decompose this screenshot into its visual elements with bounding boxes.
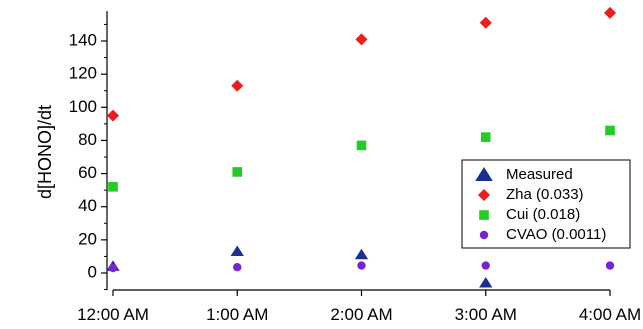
series-square: [108, 125, 615, 192]
data-point: [232, 167, 243, 177]
legend-label: Zha (0.033): [506, 186, 584, 203]
y-tick-label: 0: [88, 262, 97, 281]
legend-box: [461, 159, 631, 249]
y-ticks: 0 20 40 60 80 100 120 140: [69, 23, 107, 291]
data-point: [107, 109, 119, 122]
data-point: [479, 16, 492, 29]
y-tick-label: 140: [69, 30, 97, 49]
data-point: [233, 263, 242, 272]
legend-marker: [478, 189, 490, 201]
y-axis-title: d[HONO]/dt: [35, 105, 55, 199]
legend-label: CVAO (0.0011): [506, 226, 606, 243]
data-marks: [106, 6, 616, 288]
series-diamond: [107, 6, 616, 122]
y-tick-label: 100: [69, 97, 97, 116]
data-point: [605, 261, 615, 270]
data-point: [355, 33, 368, 46]
y-tick-label: 80: [78, 130, 97, 149]
x-tick-label: 3:00 AM: [455, 305, 517, 324]
data-point: [604, 6, 616, 19]
series-triangle: [106, 245, 493, 288]
y-tick-label: 120: [69, 64, 97, 83]
data-point: [230, 245, 244, 256]
legend-marker: [479, 230, 489, 240]
x-ticks: 12:00 AM 1:00 AM 2:00 AM 3:00 AM 4:00 AM: [77, 290, 641, 324]
x-tick-label: 4:00 AM: [579, 305, 641, 324]
data-point: [108, 263, 118, 273]
x-tick-label: 1:00 AM: [206, 305, 268, 324]
legend-marker: [479, 210, 489, 220]
data-point: [357, 261, 366, 270]
data-point: [354, 248, 369, 260]
y-tick-label: 20: [78, 229, 97, 248]
series-circle: [108, 261, 615, 273]
data-point: [480, 132, 491, 142]
data-point: [481, 261, 490, 270]
data-point: [605, 125, 615, 136]
legend-label: Cui (0.018): [506, 206, 580, 223]
legend: Measured Zha (0.033) Cui (0.018) CVAO (0.00…: [461, 159, 631, 249]
data-point: [479, 276, 493, 288]
x-tick-label: 12:00 AM: [77, 305, 149, 324]
data-point: [356, 140, 367, 151]
data-point: [231, 79, 244, 92]
data-point: [108, 182, 118, 192]
legend-marker: [475, 167, 493, 181]
y-tick-label: 40: [78, 196, 97, 215]
x-tick-label: 2:00 AM: [330, 305, 392, 324]
y-tick-label: 60: [78, 163, 97, 182]
legend-label: Measured: [506, 166, 573, 183]
